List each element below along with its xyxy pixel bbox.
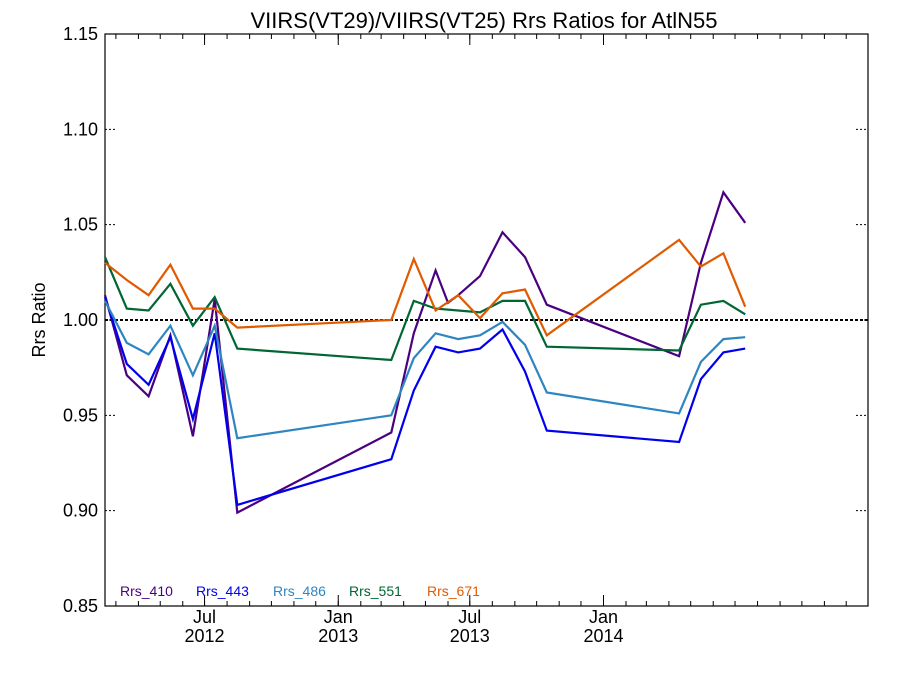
y-tick-label: 1.05	[63, 215, 98, 235]
legend-entry: Rrs_671	[427, 583, 480, 599]
series-line-Rrs_410	[103, 189, 747, 515]
y-tick-label: 1.15	[63, 24, 98, 44]
x-tick-label-year: 2012	[185, 626, 225, 646]
legend-entry: Rrs_410	[120, 583, 173, 599]
x-tick-label-year: 2013	[318, 626, 358, 646]
x-tick-label-month: Jul	[458, 607, 481, 627]
y-tick-label: 1.00	[63, 310, 98, 330]
legend-entry: Rrs_443	[196, 583, 249, 599]
y-tick-label: 0.95	[63, 405, 98, 425]
y-tick-label: 0.85	[63, 596, 98, 616]
series-line-Rrs_443	[103, 296, 746, 507]
x-tick-label-month: Jan	[589, 607, 618, 627]
y-axis-label: Rrs Ratio	[29, 282, 49, 357]
chart-title: VIIRS(VT29)/VIIRS(VT25) Rrs Ratios for A…	[250, 8, 717, 33]
legend-entry: Rrs_486	[273, 583, 326, 599]
plot-area: 0.850.900.951.001.051.101.15Jul2012Jan20…	[63, 24, 869, 646]
y-tick-label: 1.10	[63, 119, 98, 139]
series-line-Rrs_486	[104, 300, 746, 440]
legend-entry: Rrs_551	[349, 583, 402, 599]
x-tick-label-month: Jul	[193, 607, 216, 627]
x-tick-label-year: 2013	[450, 626, 490, 646]
x-tick-label-year: 2014	[583, 626, 623, 646]
y-tick-label: 0.90	[63, 501, 98, 521]
series-line-Rrs_671	[104, 238, 747, 337]
x-tick-label-month: Jan	[324, 607, 353, 627]
